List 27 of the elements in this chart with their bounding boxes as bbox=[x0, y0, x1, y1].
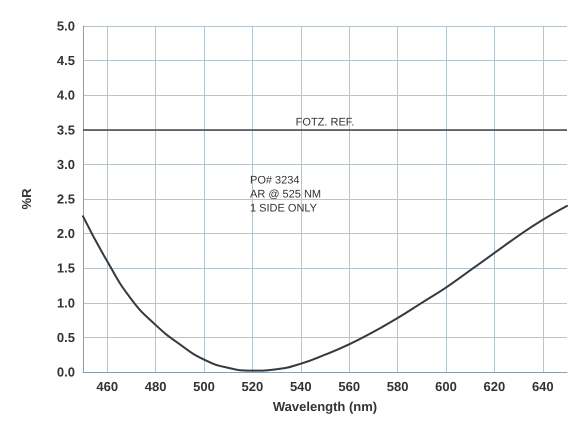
y-tick-label: 4.0 bbox=[56, 88, 75, 103]
y-tick-label: 3.5 bbox=[56, 122, 75, 138]
y-tick-label: 1.0 bbox=[56, 295, 75, 310]
y-axis-title: %R bbox=[19, 188, 34, 210]
x-tick-label: 520 bbox=[242, 379, 264, 394]
annotation: AR @ 525 NM bbox=[250, 188, 322, 200]
x-tick-label: 540 bbox=[290, 379, 312, 394]
y-tick-label: 2.5 bbox=[56, 192, 75, 206]
x-axis-title: Wavelength (nm) bbox=[272, 399, 378, 414]
y-tick-label: 5.0 bbox=[56, 18, 75, 34]
y-tick-label: 2.0 bbox=[56, 226, 75, 242]
x-tick-label: 480 bbox=[144, 379, 166, 394]
x-tick-label: 560 bbox=[338, 379, 360, 394]
y-tick-label: 3.0 bbox=[56, 156, 75, 172]
y-tick-label: 0.0 bbox=[56, 364, 75, 380]
annotation: PO# 3234 bbox=[250, 174, 300, 186]
x-tick-label: 500 bbox=[193, 379, 215, 394]
y-tick-label: 4.5 bbox=[56, 53, 75, 68]
x-tick-label: 580 bbox=[386, 379, 408, 394]
x-tick-label: 640 bbox=[532, 379, 554, 394]
y-tick-label: 1.5 bbox=[56, 260, 75, 276]
x-tick-label: 620 bbox=[484, 379, 506, 394]
x-tick-label: 600 bbox=[435, 379, 457, 394]
y-tick-label: 0.5 bbox=[56, 330, 75, 345]
ref-line-label: FOTZ. REF. bbox=[296, 116, 354, 128]
x-tick-label: 460 bbox=[96, 379, 118, 394]
annotation: 1 SIDE ONLY bbox=[250, 202, 318, 214]
